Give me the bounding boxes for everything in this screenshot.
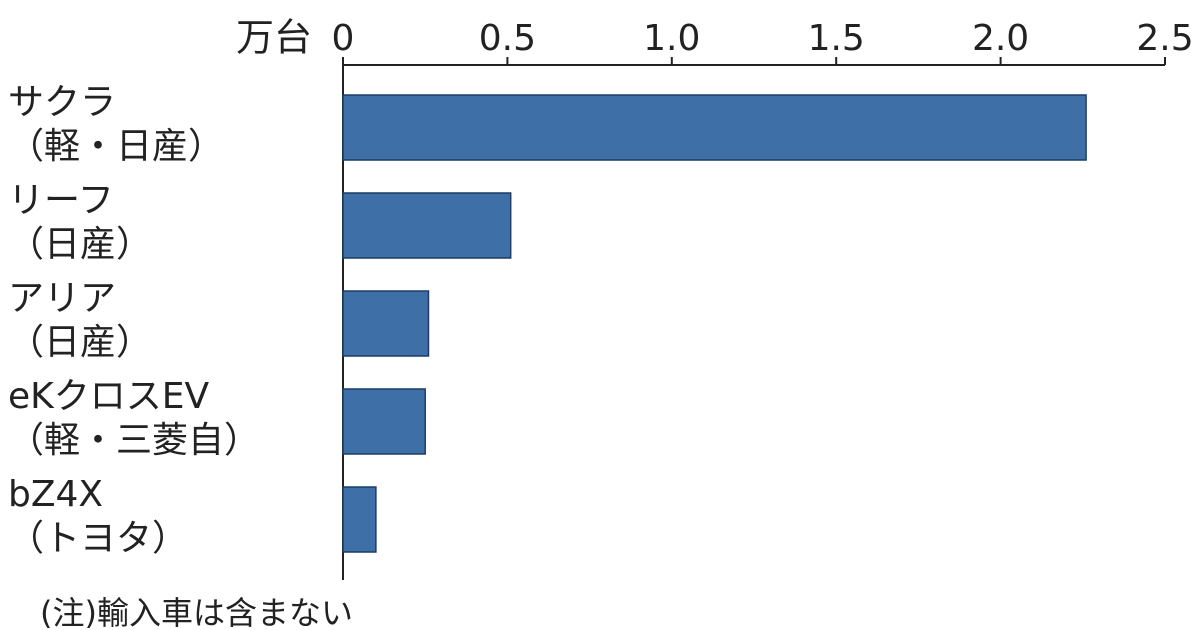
x-tick-label: 2.5 [1136, 18, 1193, 59]
unit-label: 万台 [236, 16, 312, 60]
category-label: eKクロスEV （軽・三菱自） [8, 376, 261, 461]
x-tick-label: 1.0 [643, 18, 700, 59]
x-tick-label: 1.5 [808, 18, 865, 59]
footnote: (注)輸入車は含まない [40, 594, 353, 630]
bar [342, 192, 512, 259]
category-label: アリア （日産） [8, 278, 153, 363]
x-tick-label: 0.5 [479, 18, 536, 59]
category-label: bZ4X （トヨタ） [8, 474, 189, 559]
bar [342, 486, 377, 553]
x-tick-label: 2.0 [972, 18, 1029, 59]
x-tick-label: 0 [332, 18, 355, 59]
bar [342, 94, 1087, 161]
bar [342, 388, 426, 455]
category-label: サクラ （軽・日産） [8, 82, 225, 167]
bar [342, 290, 430, 357]
category-label: リーフ （日産） [8, 180, 153, 265]
